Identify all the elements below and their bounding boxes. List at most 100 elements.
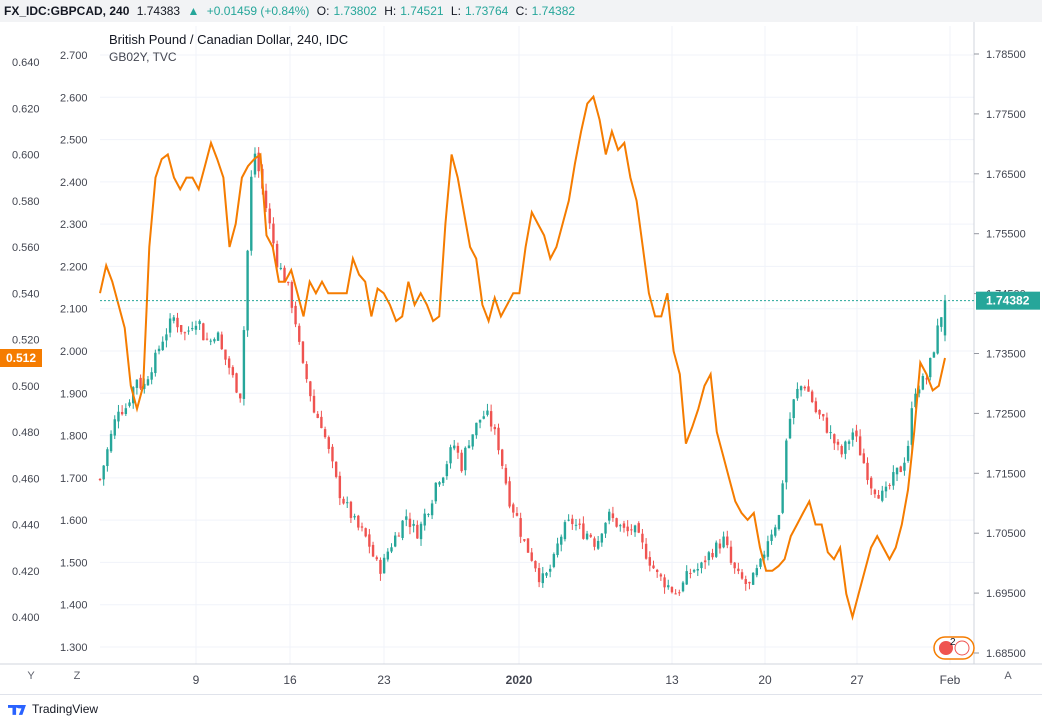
candle-body xyxy=(733,562,736,569)
left-tick-label: 0.500 xyxy=(12,381,40,393)
candle-body xyxy=(202,323,205,341)
candle-body xyxy=(578,523,581,525)
candle-body xyxy=(929,357,932,378)
symbol-title[interactable]: FX_IDC:GBPCAD, 240 xyxy=(4,4,130,18)
candle-body xyxy=(637,523,640,533)
left-tick-label: 0.540 xyxy=(12,288,40,300)
candle-body xyxy=(253,153,257,175)
left-tick-label: 0.480 xyxy=(12,427,40,439)
candle-body xyxy=(464,447,467,471)
event-count: 2 xyxy=(950,637,956,648)
candle-body xyxy=(150,372,153,380)
y-axis-button[interactable]: Y xyxy=(27,670,35,682)
candle-body xyxy=(154,352,157,374)
candle-body xyxy=(478,419,482,423)
candle-body xyxy=(700,562,703,569)
right-tick-label: 1.68500 xyxy=(986,648,1026,660)
candle-body xyxy=(858,436,862,456)
event-badge[interactable]: 2 xyxy=(933,636,975,660)
candle-body xyxy=(412,523,415,526)
candle-body xyxy=(567,519,570,521)
candle-body xyxy=(128,402,131,406)
candle-body xyxy=(272,223,275,244)
candle-body xyxy=(655,569,659,573)
candle-body xyxy=(762,554,766,559)
candle-body xyxy=(165,334,168,341)
inner-tick-label: 1.500 xyxy=(60,557,88,569)
candle-body xyxy=(301,341,305,363)
candle-body xyxy=(423,513,426,526)
candle-body xyxy=(556,543,559,556)
candle-body xyxy=(844,441,847,454)
auto-scale-button[interactable]: A xyxy=(1004,670,1012,682)
candle-body xyxy=(512,504,515,513)
candle-body xyxy=(309,381,312,397)
candle-body xyxy=(471,434,474,447)
tradingview-logo[interactable]: TradingView xyxy=(8,702,98,716)
main-series-legend[interactable]: British Pound / Canadian Dollar, 240, ID… xyxy=(109,32,348,47)
candle-body xyxy=(626,526,629,532)
candle-body xyxy=(667,585,670,588)
time-tick-label: 20 xyxy=(758,673,772,687)
candle-body xyxy=(194,325,198,330)
left-tick-label: 0.440 xyxy=(12,520,40,532)
price-chart[interactable]: 0.640 0.620 0.600 0.580 0.560 0.540 0.520 0.500… xyxy=(0,0,1042,694)
candle-body xyxy=(290,282,294,308)
candle-body xyxy=(279,267,283,269)
candle-body xyxy=(593,538,596,547)
candle-body xyxy=(663,577,666,588)
candle-body xyxy=(825,417,829,433)
candle-body xyxy=(644,543,648,559)
candle-body xyxy=(360,526,364,528)
candle-body xyxy=(781,483,784,513)
candle-body xyxy=(401,520,404,538)
candle-body xyxy=(748,581,751,584)
compare-series-legend[interactable]: GB02Y, TVC xyxy=(109,50,177,64)
candle-body xyxy=(659,574,663,577)
candle-body xyxy=(430,503,434,516)
right-current-value: 1.74382 xyxy=(986,294,1030,308)
candle-body xyxy=(847,441,851,444)
candle-body xyxy=(161,341,164,351)
candle-body xyxy=(862,453,866,464)
low-value: 1.73764 xyxy=(464,4,509,18)
time-tick-label: 2020 xyxy=(506,673,533,687)
close-label: C: xyxy=(515,4,528,18)
candle-body xyxy=(585,533,589,540)
candle-body xyxy=(416,524,419,539)
candle-body xyxy=(936,325,939,354)
right-tick-label: 1.71500 xyxy=(986,468,1026,480)
flag-icon xyxy=(939,641,953,655)
candle-body xyxy=(357,515,360,528)
left-tick-label: 0.400 xyxy=(12,612,40,624)
inner-tick-label: 1.900 xyxy=(60,388,88,400)
candle-body xyxy=(390,547,393,552)
candle-body xyxy=(608,511,611,521)
candle-body xyxy=(751,572,755,585)
candle-body xyxy=(563,522,567,540)
candle-body xyxy=(327,437,330,449)
symbol-info-bar: FX_IDC:GBPCAD, 240 1.74383 ▲ +0.01459 (+… xyxy=(0,0,1042,23)
inner-tick-label: 2.400 xyxy=(60,177,88,189)
candle-body xyxy=(227,358,231,368)
time-tick-label: 23 xyxy=(377,673,391,687)
candle-body xyxy=(630,529,633,531)
candle-body xyxy=(744,579,747,585)
candle-body xyxy=(796,388,799,399)
candle-body xyxy=(408,518,412,528)
candle-body xyxy=(475,422,478,436)
inner-tick-label: 2.200 xyxy=(60,261,88,273)
candle-body xyxy=(917,389,921,394)
candle-body xyxy=(619,525,622,527)
candle-body xyxy=(814,401,818,413)
candle-body xyxy=(427,514,430,516)
left-tick-label: 0.560 xyxy=(12,242,40,254)
z-axis-button[interactable]: Z xyxy=(73,670,81,682)
candle-body xyxy=(851,432,854,440)
candle-body xyxy=(109,433,113,452)
candle-body xyxy=(833,434,836,444)
candle-body xyxy=(405,516,408,520)
inner-tick-label: 2.100 xyxy=(60,304,88,316)
candle-body xyxy=(364,528,367,537)
right-tick-label: 1.77500 xyxy=(986,109,1026,121)
